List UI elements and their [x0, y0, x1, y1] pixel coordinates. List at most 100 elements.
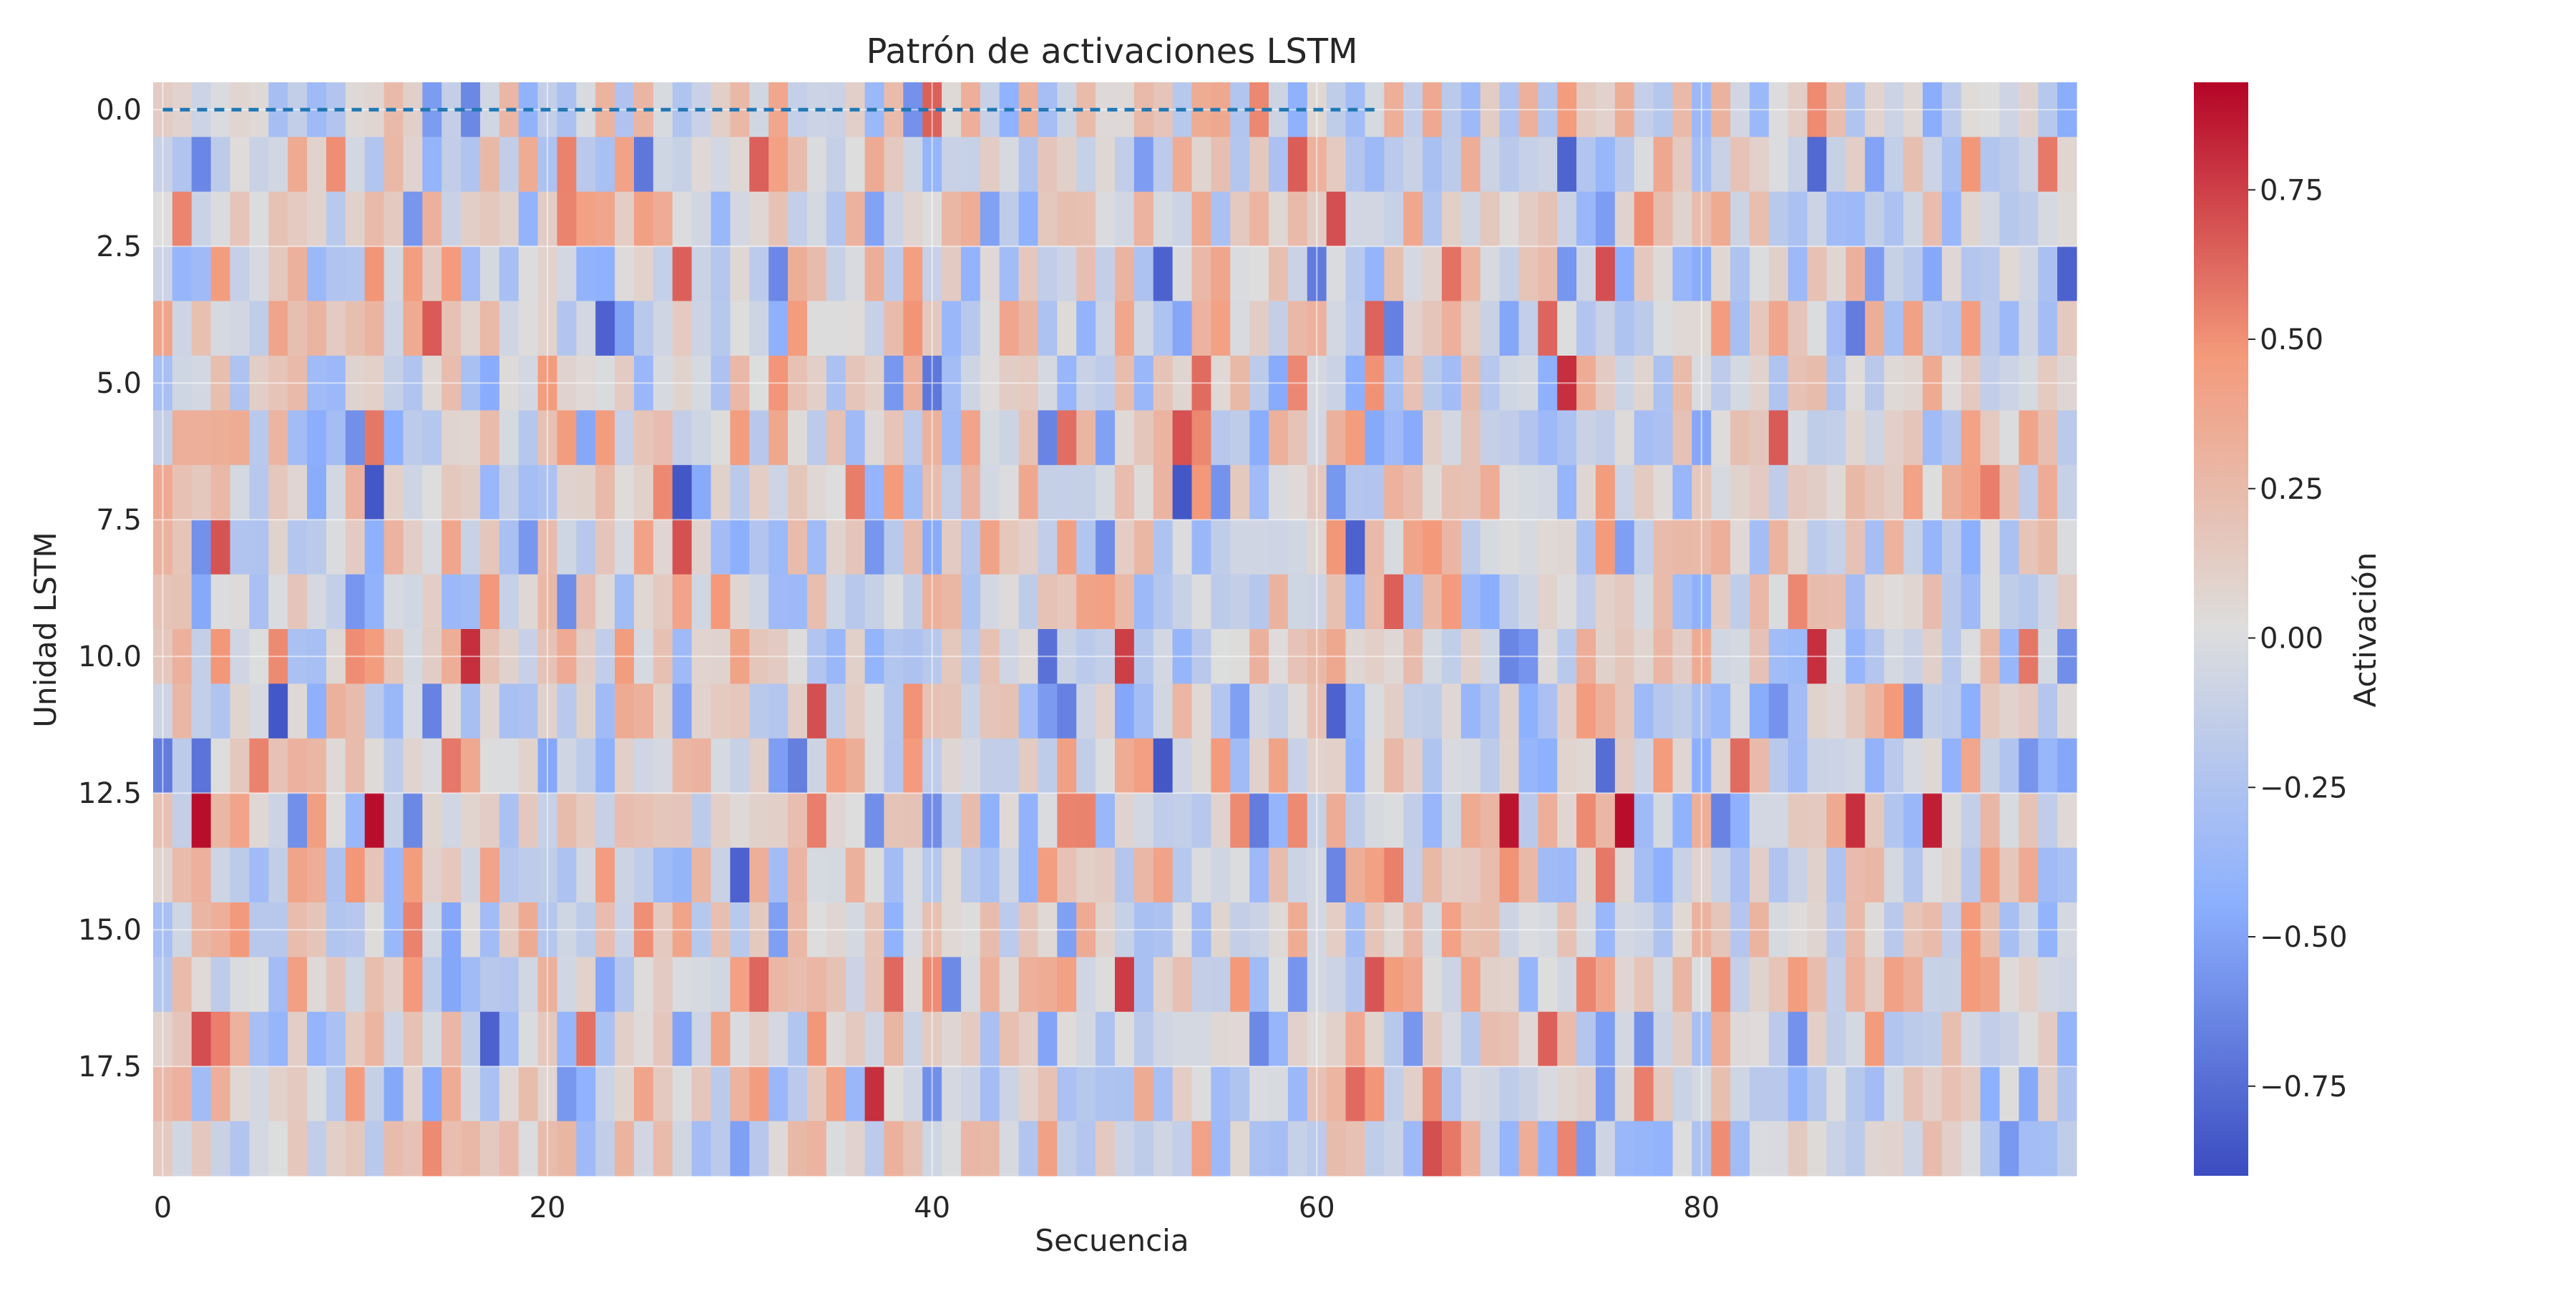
heatmap-cell	[268, 574, 288, 630]
heatmap-cell	[1115, 410, 1135, 466]
heatmap-cell	[826, 683, 847, 739]
heatmap-cell	[788, 410, 808, 466]
heatmap-cell	[2019, 246, 2039, 302]
heatmap-cell	[403, 464, 423, 520]
heatmap-cell	[1345, 957, 1366, 1013]
heatmap-cell	[1614, 793, 1635, 849]
heatmap-cell	[672, 1011, 693, 1067]
heatmap-cell	[1345, 1121, 1366, 1176]
heatmap-cell	[364, 191, 385, 247]
heatmap-cell	[1576, 574, 1596, 630]
heatmap-cell	[942, 1011, 962, 1067]
heatmap-cell	[576, 683, 596, 739]
heatmap-cell	[441, 847, 462, 903]
heatmap-cell	[1999, 520, 2019, 575]
heatmap-cell	[845, 738, 866, 794]
heatmap-cell	[1423, 1011, 1443, 1067]
heatmap-cell	[191, 957, 212, 1013]
heatmap-cell	[1576, 738, 1596, 794]
heatmap-cell	[1634, 957, 1654, 1013]
heatmap-cell	[288, 410, 308, 466]
heatmap-cell	[230, 683, 250, 739]
heatmap-cell	[1518, 1066, 1538, 1122]
heatmap-cell	[1999, 574, 2019, 630]
heatmap-cell	[942, 683, 962, 739]
heatmap-cell	[2019, 957, 2039, 1013]
heatmap-cell	[1614, 1011, 1635, 1067]
heatmap-cell	[1557, 464, 1577, 520]
heatmap-cell	[1980, 574, 2001, 630]
heatmap-cell	[1345, 301, 1366, 356]
heatmap-cell	[1038, 191, 1058, 247]
heatmap-cell	[845, 957, 866, 1013]
heatmap-cell	[942, 1121, 962, 1176]
heatmap-cell	[1672, 301, 1692, 356]
heatmap-cell	[845, 301, 866, 356]
heatmap-cell	[288, 301, 308, 356]
heatmap-cell	[576, 738, 596, 794]
heatmap-cell	[1423, 1121, 1443, 1176]
heatmap-cell	[960, 793, 981, 849]
heatmap-cell	[172, 1121, 192, 1176]
heatmap-cell	[2019, 1121, 2039, 1176]
heatmap-cell	[1538, 410, 1558, 466]
heatmap-cell	[1750, 301, 1770, 356]
heatmap-cell	[1269, 1011, 1289, 1067]
heatmap-cell	[1249, 246, 1269, 302]
heatmap-cell	[806, 1066, 827, 1122]
heatmap-cell	[1941, 301, 1962, 356]
heatmap-cell	[826, 246, 847, 302]
heatmap-cell	[557, 683, 577, 739]
heatmap-cell	[191, 410, 212, 466]
heatmap-cell	[1365, 1121, 1385, 1176]
heatmap-cell	[1269, 574, 1289, 630]
heatmap-cell	[384, 957, 404, 1013]
heatmap-cell	[1980, 1121, 2001, 1176]
heatmap-cell	[1768, 957, 1789, 1013]
heatmap-cell	[479, 683, 500, 739]
heatmap-cell	[1096, 574, 1116, 630]
heatmap-cell	[1365, 410, 1385, 466]
heatmap-cell	[230, 246, 250, 302]
heatmap-cell	[2057, 137, 2077, 193]
heatmap-cell	[884, 137, 904, 193]
heatmap-cell	[1096, 1121, 1116, 1176]
heatmap-cell	[1961, 1066, 1981, 1122]
heatmap-cell	[1403, 847, 1423, 903]
heatmap-cell	[634, 847, 654, 903]
heatmap-cell	[1384, 1121, 1404, 1176]
heatmap-cell	[230, 1121, 250, 1176]
heatmap-cell	[307, 957, 327, 1013]
heatmap-cell	[960, 574, 981, 630]
heatmap-cell	[307, 246, 327, 302]
heatmap-cell	[1460, 683, 1481, 739]
heatmap-cell	[1845, 738, 1865, 794]
heatmap-cell	[1730, 191, 1750, 247]
heatmap-cell	[1845, 847, 1865, 903]
heatmap-cell	[1999, 738, 2019, 794]
heatmap-cell	[1903, 683, 1923, 739]
heatmap-cell	[1576, 1121, 1596, 1176]
heatmap-cell	[1903, 246, 1923, 302]
heatmap-cell	[595, 520, 615, 575]
heatmap-cell	[1826, 1011, 1847, 1067]
heatmap-cell	[769, 847, 789, 903]
heatmap-cell	[1711, 738, 1731, 794]
heatmap-cell	[1557, 1121, 1577, 1176]
heatmap-cell	[2057, 191, 2077, 247]
heatmap-cell	[999, 301, 1020, 356]
heatmap-cell	[1672, 1121, 1692, 1176]
heatmap-cell	[1287, 301, 1308, 356]
heatmap-cell	[518, 1066, 539, 1122]
heatmap-cell	[210, 520, 231, 575]
heatmap-cell	[384, 847, 404, 903]
heatmap-cell	[1538, 191, 1558, 247]
heatmap-cell	[1384, 793, 1404, 849]
heatmap-cell	[1499, 246, 1520, 302]
heatmap-cell	[268, 410, 288, 466]
heatmap-cell	[1018, 1066, 1039, 1122]
heatmap-cell	[441, 574, 462, 630]
heatmap-cell	[307, 1066, 327, 1122]
heatmap-cell	[615, 191, 635, 247]
heatmap-cell	[672, 191, 693, 247]
